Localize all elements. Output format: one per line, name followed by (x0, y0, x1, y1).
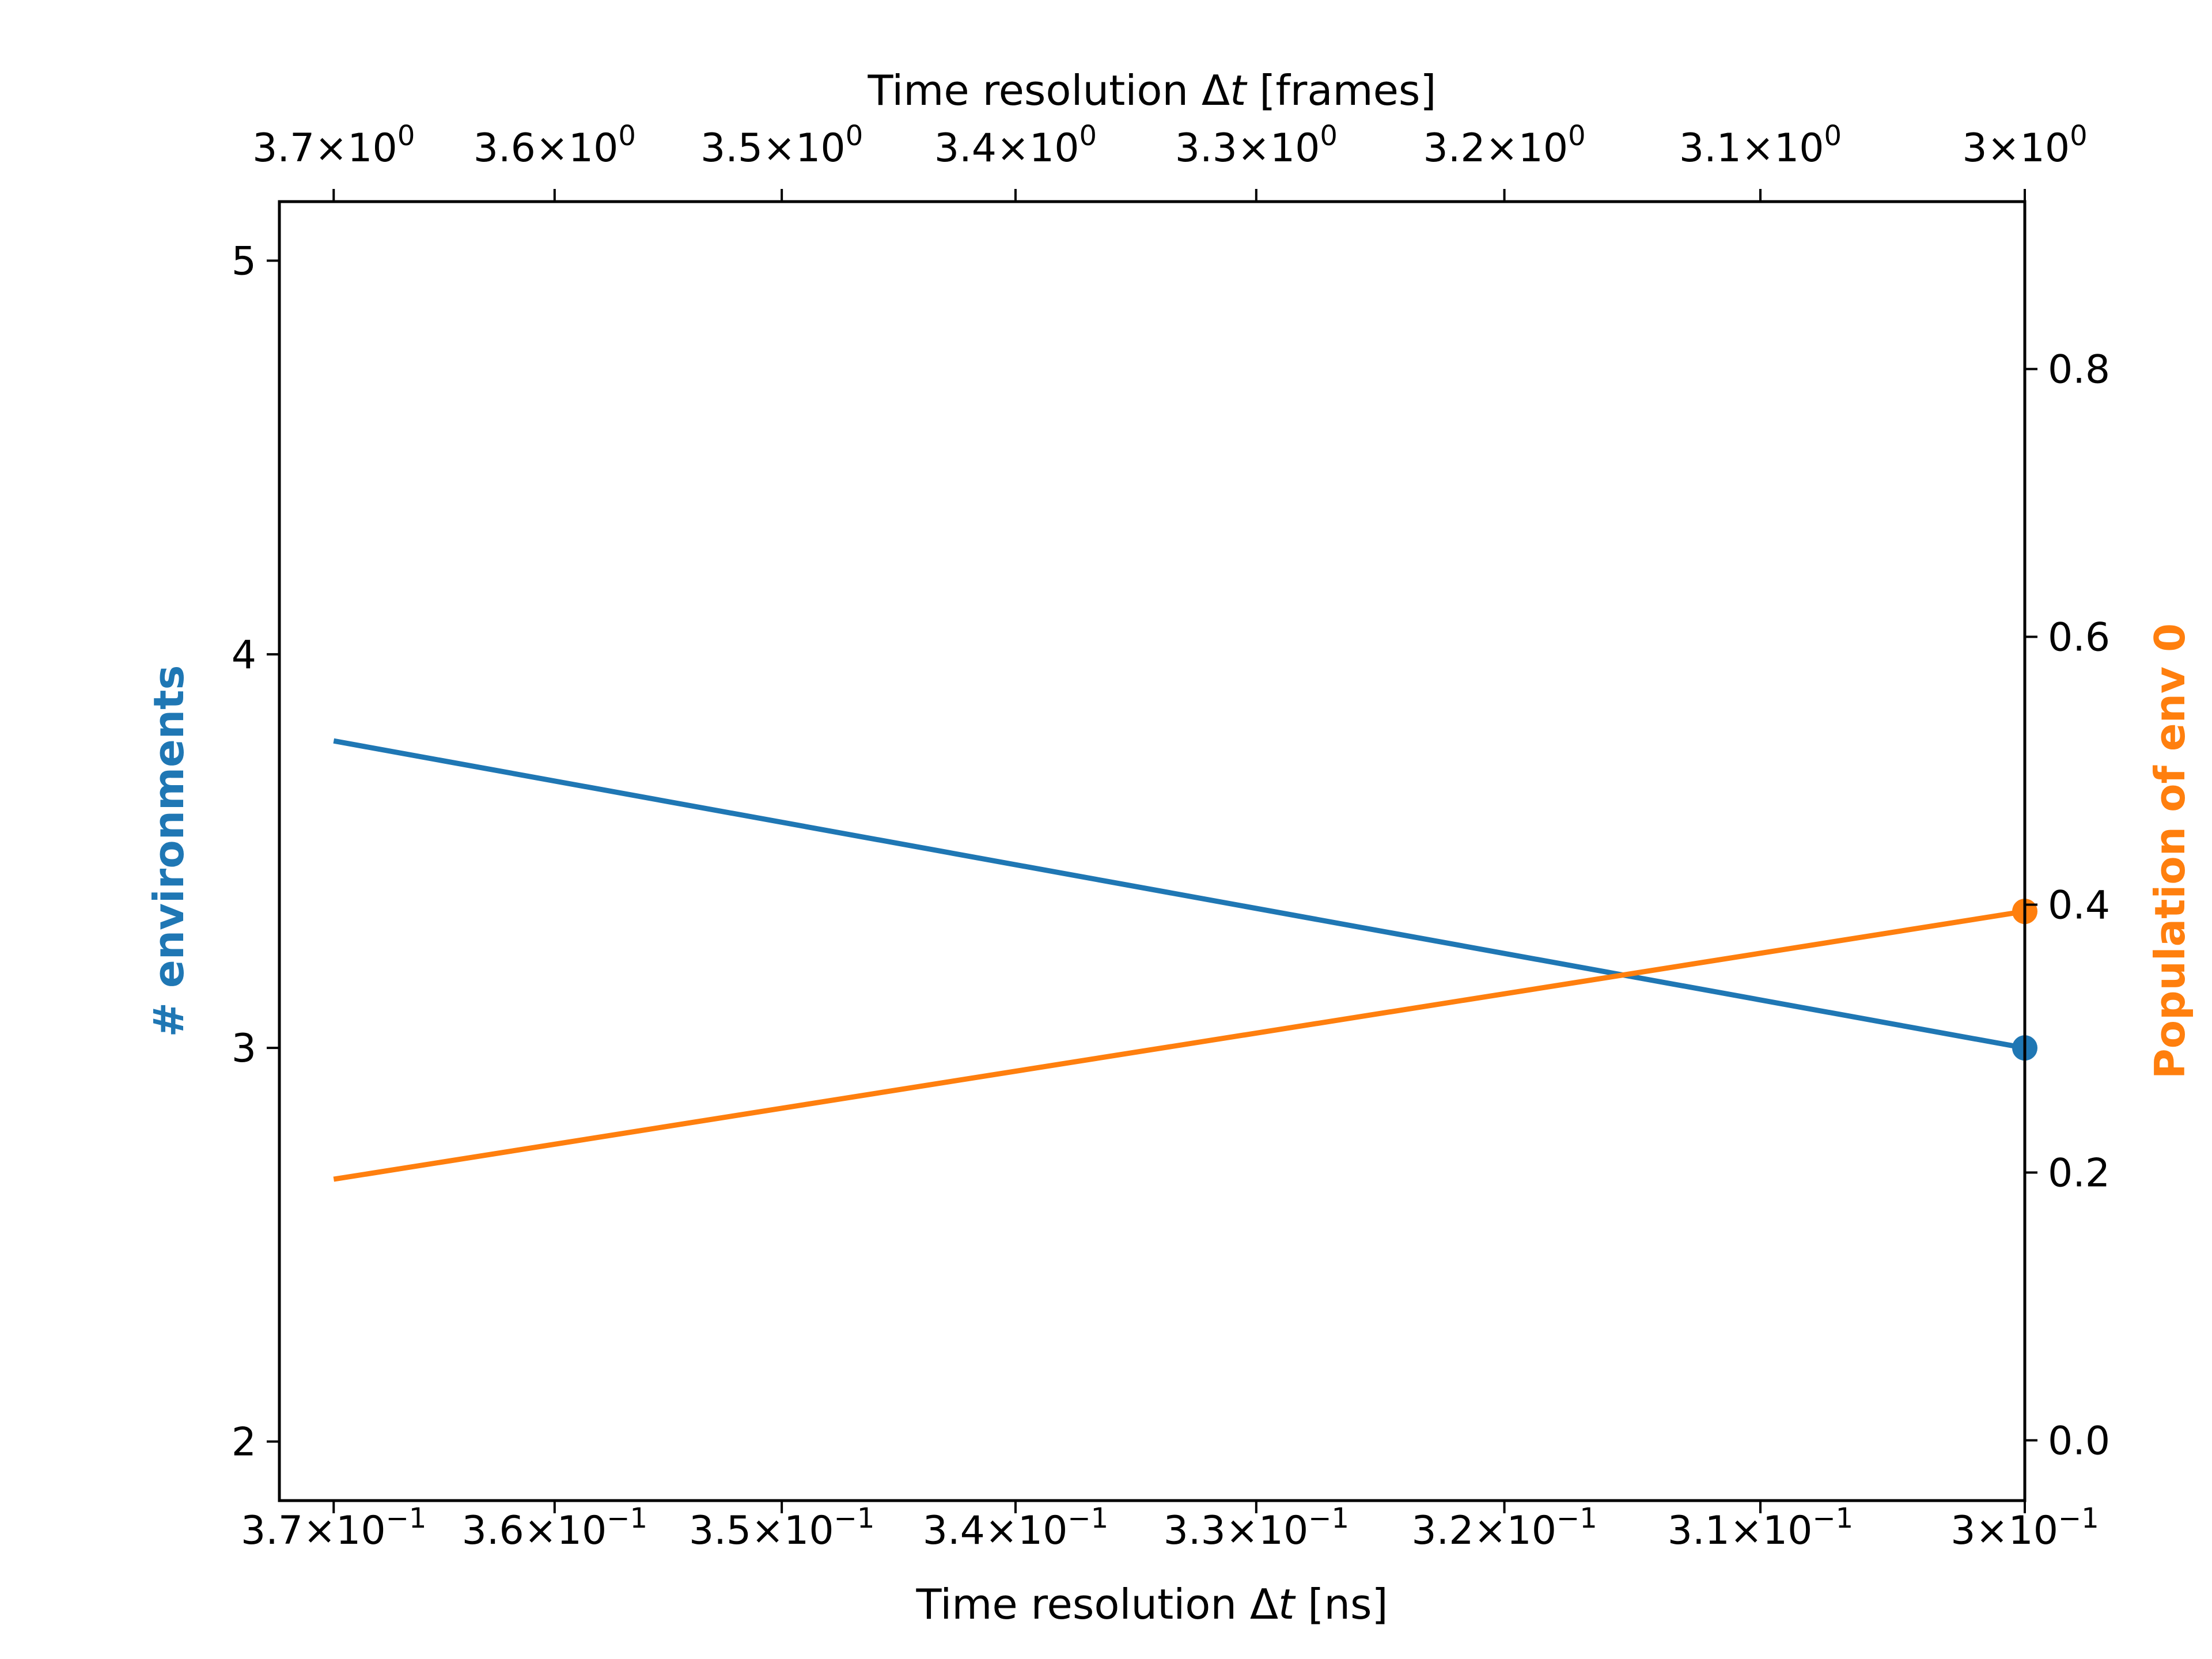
plot-frame (278, 200, 2027, 1502)
x-tick-label-top-7: 3×100 (1962, 120, 2087, 171)
x-axis-label-top: Time resolution Δt [frames] (868, 66, 1437, 115)
y-axis-label-right: Population of env 0 (2146, 623, 2194, 1079)
y-tick-label-left-0: 2 (232, 1420, 256, 1465)
x-tick-label-bottom-3: 3.4×10−1 (923, 1502, 1108, 1554)
y-tick-label-left-1: 3 (232, 1026, 256, 1071)
x-tick-label-top-0: 3.7×100 (252, 120, 415, 171)
y-tick-label-left-3: 5 (232, 239, 256, 285)
x-tick-label-bottom-2: 3.5×10−1 (689, 1502, 874, 1554)
y-tick-label-right-4: 0.8 (2048, 347, 2110, 393)
x-tick-label-bottom-6: 3.1×10−1 (1668, 1502, 1853, 1554)
x-tick-label-bottom-1: 3.6×10−1 (462, 1502, 647, 1554)
x-tick-label-top-3: 3.4×100 (934, 120, 1097, 171)
x-axis-label-bottom: Time resolution Δt [ns] (915, 1580, 1388, 1628)
x-tick-label-bottom-0: 3.7×10−1 (241, 1502, 426, 1554)
x-tick-label-top-1: 3.6×100 (474, 120, 636, 171)
y-axis-label-left: # environments (145, 665, 193, 1037)
series-0-line (333, 738, 2025, 1051)
x-tick-label-bottom-4: 3.3×10−1 (1164, 1502, 1349, 1554)
y-tick-label-right-3: 0.6 (2048, 615, 2110, 661)
y-tick-label-left-2: 4 (232, 632, 256, 678)
x-tick-label-top-2: 3.5×100 (700, 120, 863, 171)
x-tick-label-bottom-5: 3.2×10−1 (1411, 1502, 1597, 1554)
y-tick-label-right-2: 0.4 (2048, 882, 2110, 928)
x-tick-label-top-6: 3.1×100 (1679, 120, 1842, 171)
series-1-line (333, 908, 2025, 1182)
y-tick-label-right-1: 0.2 (2048, 1150, 2110, 1196)
x-tick-label-bottom-7: 3×10−1 (1950, 1502, 2099, 1554)
x-tick-label-top-4: 3.3×100 (1175, 120, 1338, 171)
ticks-layer: 3.7×10−1 3.6×10−1 3.5×10−1 3.4×10−1 3.3×10−1… (232, 120, 2110, 1554)
x-tick-label-top-5: 3.2×100 (1423, 120, 1585, 171)
y-tick-label-right-0: 0.0 (2048, 1418, 2110, 1464)
